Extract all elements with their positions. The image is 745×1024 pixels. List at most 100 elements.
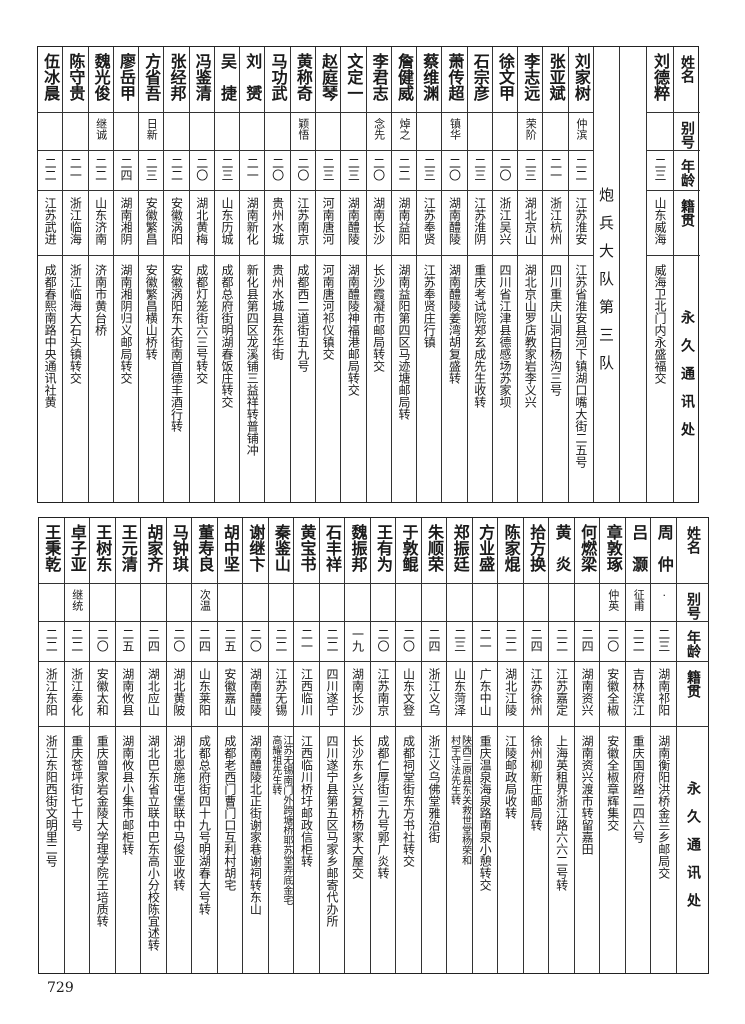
address-cell: 湖南益阳第四区马迹塘邮局转 <box>392 256 416 504</box>
person-column: 秦鉴山 二二 江苏无锡 江苏无锡南门外跨塘桥耶苏堂弄底金宅 高耀祖先生转 <box>268 518 295 975</box>
address-cell: 四川重庆山洞白杨沟三号 <box>543 256 567 504</box>
address-text: 济南市黄台桥 <box>93 264 108 336</box>
address-text: 贵州水城县东华街 <box>270 264 285 360</box>
native-place-text: 江苏嘉定 <box>554 668 569 716</box>
person-column: 谢继卞 二〇 湖南醴陵 湖南醴陵北正街谢家巷谢祠转东山 <box>243 518 269 973</box>
address-text: 成都总府街四十九号明湖春大号转 <box>197 735 212 915</box>
age-cell: 二〇 <box>370 622 396 662</box>
native-place-text: 山东莱阳 <box>197 668 212 716</box>
address-two-line: 江苏无锡南门外跨塘桥耶苏堂弄底金宅 高耀祖先生转 <box>270 727 292 975</box>
address-text: 陕西三原县东关救世堂杨荣和 <box>459 735 471 865</box>
name-cell: 胡中坚 <box>217 518 243 584</box>
address-cell: 湖南醴陵神福港邮局转交 <box>341 256 365 504</box>
native-place-text: 江西临川 <box>299 668 314 716</box>
address-text: 湖南衡阳洪桥金兰乡邮局交 <box>656 735 671 879</box>
native-place-text: 江苏奉贤 <box>422 197 437 245</box>
native-place-cell: 安徽繁昌 <box>139 191 164 256</box>
name-cell: 秦鉴山 <box>268 518 294 584</box>
name-text: 董寿良 <box>195 524 215 572</box>
address-text: 安徽繁昌横山桥转 <box>144 264 159 360</box>
age-text: 二〇 <box>447 157 462 181</box>
address-text: 长沙霞凝市邮局转交 <box>371 264 386 372</box>
name-text: 石丰祥 <box>322 524 342 572</box>
age-text: 二四 <box>529 628 544 652</box>
native-place-cell: 浙江奉化 <box>64 662 90 727</box>
native-place-text: 湖南祁阳 <box>656 668 671 716</box>
name-cell: 王树东 <box>90 518 115 584</box>
native-place-text: 湖南醴陵 <box>346 197 361 245</box>
name-cell: 拾方换 <box>523 518 549 584</box>
native-place-text: 江苏南京 <box>376 668 390 716</box>
address-text: 河南唐河祁仪镇交 <box>321 264 336 360</box>
alias-cell: 次温 <box>192 584 217 622</box>
address-cell: 重庆国府路二四六号 <box>626 727 651 975</box>
name-cell: 伍冰晨 <box>38 47 63 113</box>
native-place-cell: 江苏南京 <box>290 191 315 256</box>
age-text: 二〇 <box>376 628 390 652</box>
native-place-text: 江苏淮安 <box>573 197 588 245</box>
alias-text: 仲滨 <box>574 118 588 140</box>
alias-cell <box>268 584 294 622</box>
name-cell: 胡家齐 <box>141 518 166 584</box>
name-cell: 王秉乾 <box>39 518 64 584</box>
name-cell: 王元清 <box>115 518 141 584</box>
name-cell: 于敦鲲 <box>396 518 421 584</box>
address-cell: 浙江义乌佛堂雅治街 <box>422 727 447 975</box>
native-place-text: 浙江临海 <box>68 197 83 245</box>
address-text: 威海卫北门内永盛福交 <box>653 264 667 384</box>
person-column: 朱顺荣 二四 浙江义乌 浙江义乌佛堂雅治街 <box>421 518 448 975</box>
person-column: 詹健威 焯之 二二 湖南益阳 湖南益阳第四区马迹塘邮局转 <box>391 47 418 504</box>
person-column: 魏振邦 一九 湖南长沙 长沙东乡兴复桥杨家大屋交 <box>345 518 371 973</box>
person-column: 张亚斌 二一 浙江杭州 四川重庆山洞白杨沟三号 <box>543 47 569 504</box>
alias-cell: 日新 <box>139 113 164 151</box>
native-place-cell: 湖南长沙 <box>345 662 370 727</box>
age-text: 二三 <box>422 157 437 181</box>
age-text: 二一 <box>478 628 493 652</box>
name-cell: 黄称奇 <box>290 47 315 113</box>
name-cell: 郑振廷 <box>447 518 472 584</box>
native-place-text: 湖北江陵 <box>503 668 518 716</box>
native-place-cell: 浙江东阳 <box>39 662 64 727</box>
age-text: 二四 <box>146 628 161 652</box>
native-place-cell: 湖南攸县 <box>115 662 141 727</box>
name-text: 刘 赟 <box>243 53 263 101</box>
age-cell: 二〇 <box>90 622 115 662</box>
alias-cell <box>492 113 518 151</box>
name-text: 马功武 <box>268 53 288 101</box>
age-cell: 二三 <box>518 151 543 191</box>
header-native-place: 籍贯 <box>679 199 695 227</box>
native-place-cell: 江苏嘉定 <box>549 662 574 727</box>
address-text: 江苏无锡南门外跨塘桥耶苏堂弄底金宅 <box>280 735 292 905</box>
native-place-cell: 湖南湘阴 <box>113 191 139 256</box>
section-column: 炮兵大队第三队 <box>594 47 620 502</box>
address-cell: 重庆考试院郑玄成先生收转 <box>468 256 492 504</box>
name-text: 魏振邦 <box>348 524 368 572</box>
age-cell: 二四 <box>141 622 166 662</box>
name-cell: 吕 灏 <box>625 518 651 584</box>
native-place-text: 湖南长沙 <box>371 197 386 245</box>
address-text: 上海英租界浙江路六六二号转 <box>554 735 569 891</box>
age-cell: 二〇 <box>243 622 268 662</box>
address-cell: 安徽全椒章辉集交 <box>600 727 625 975</box>
age-cell: 二二 <box>164 151 189 191</box>
age-cell: 二二 <box>38 151 63 191</box>
name-text: 方业盛 <box>476 524 496 572</box>
header-age: 年龄 <box>679 159 695 187</box>
age-text: 二〇 <box>401 628 416 652</box>
alias-cell <box>574 584 600 622</box>
age-cell: 二〇 <box>189 151 214 191</box>
address-cell: 威海卫北门内永盛福交 <box>647 256 673 504</box>
age-text: 二〇 <box>605 628 620 652</box>
name-text: 胡家齐 <box>144 524 164 572</box>
name-text: 朱顺荣 <box>425 524 445 572</box>
native-place-cell: 江苏奉贤 <box>417 191 442 256</box>
address-text: 江苏省淮安县河下镇湖口嘴大街二五号 <box>573 264 588 468</box>
native-place-cell: 山东威海 <box>647 191 673 256</box>
address-cell: 重庆曾家岩金陵大学理学院王培质转 <box>90 727 115 975</box>
name-text: 萧传超 <box>445 53 465 101</box>
native-place-cell: 江西临川 <box>294 662 319 727</box>
person-column: 刘 赟二一 湖南新化 新化县第四区龙溪铺三益祥转普铺冲 <box>240 47 266 502</box>
age-text: 二三 <box>321 157 336 181</box>
name-text: 张亚斌 <box>546 53 566 101</box>
age-cell: 二三 <box>647 151 673 191</box>
